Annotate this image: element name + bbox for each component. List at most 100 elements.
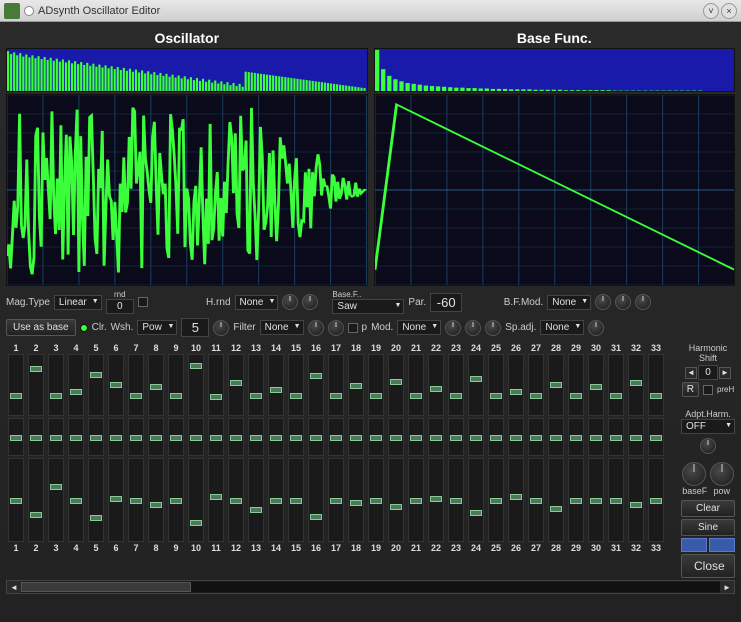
harm-mag-slider[interactable]: [568, 354, 584, 416]
filter-knob2[interactable]: [328, 320, 344, 336]
harm-bot-slider[interactable]: [248, 458, 264, 542]
wsh-num[interactable]: 5: [181, 318, 209, 337]
harm-bot-slider[interactable]: [648, 458, 664, 542]
harm-mag-slider[interactable]: [268, 354, 284, 416]
harm-mag-slider[interactable]: [28, 354, 44, 416]
harm-bot-slider[interactable]: [8, 458, 24, 542]
harm-bot-slider[interactable]: [308, 458, 324, 542]
filter-dropdown[interactable]: None: [260, 320, 304, 335]
harm-phase-slider[interactable]: [268, 418, 284, 456]
harm-phase-slider[interactable]: [628, 418, 644, 456]
harm-bot-slider[interactable]: [608, 458, 624, 542]
harm-mag-slider[interactable]: [128, 354, 144, 416]
sine-button[interactable]: Sine: [681, 519, 735, 536]
harm-phase-slider[interactable]: [428, 418, 444, 456]
harm-mag-slider[interactable]: [508, 354, 524, 416]
preh-checkbox[interactable]: [703, 385, 713, 395]
mod-knob2[interactable]: [465, 320, 481, 336]
harm-phase-slider[interactable]: [648, 418, 664, 456]
minimize-button[interactable]: ˅: [703, 3, 719, 19]
scroll-track[interactable]: [21, 582, 720, 592]
clear-button[interactable]: Clear: [681, 500, 735, 517]
harm-mag-slider[interactable]: [528, 354, 544, 416]
adptharm-dropdown[interactable]: OFF: [681, 419, 735, 434]
harm-bot-slider[interactable]: [628, 458, 644, 542]
harm-phase-slider[interactable]: [608, 418, 624, 456]
harm-phase-slider[interactable]: [508, 418, 524, 456]
hrnd-knob2[interactable]: [302, 294, 318, 310]
harm-mag-slider[interactable]: [608, 354, 624, 416]
harm-bot-slider[interactable]: [448, 458, 464, 542]
harm-phase-slider[interactable]: [188, 418, 204, 456]
adptharm-knob[interactable]: [700, 438, 716, 454]
harm-phase-slider[interactable]: [108, 418, 124, 456]
harm-mag-slider[interactable]: [488, 354, 504, 416]
harm-bot-slider[interactable]: [188, 458, 204, 542]
harm-phase-slider[interactable]: [168, 418, 184, 456]
harm-phase-slider[interactable]: [348, 418, 364, 456]
harm-phase-slider[interactable]: [228, 418, 244, 456]
harm-phase-slider[interactable]: [208, 418, 224, 456]
wsh-dropdown[interactable]: Pow: [137, 320, 177, 335]
scroll-left-button[interactable]: ◄: [7, 581, 21, 593]
harm-phase-slider[interactable]: [328, 418, 344, 456]
filter-knob1[interactable]: [308, 320, 324, 336]
par-value[interactable]: -60: [430, 293, 462, 312]
harm-phase-slider[interactable]: [588, 418, 604, 456]
harm-bot-slider[interactable]: [588, 458, 604, 542]
harmonic-shift-value[interactable]: 0: [698, 365, 718, 380]
mod-knob1[interactable]: [445, 320, 461, 336]
shift-right-button[interactable]: ►: [719, 367, 731, 379]
harm-bot-slider[interactable]: [88, 458, 104, 542]
harm-mag-slider[interactable]: [168, 354, 184, 416]
harm-phase-slider[interactable]: [88, 418, 104, 456]
harm-phase-slider[interactable]: [528, 418, 544, 456]
harm-mag-slider[interactable]: [48, 354, 64, 416]
harm-phase-slider[interactable]: [48, 418, 64, 456]
spadj-dropdown[interactable]: None: [540, 320, 584, 335]
harm-mag-slider[interactable]: [308, 354, 324, 416]
harm-mag-slider[interactable]: [228, 354, 244, 416]
harm-phase-slider[interactable]: [68, 418, 84, 456]
harm-mag-slider[interactable]: [288, 354, 304, 416]
harm-bot-slider[interactable]: [548, 458, 564, 542]
harm-bot-slider[interactable]: [408, 458, 424, 542]
harm-mag-slider[interactable]: [468, 354, 484, 416]
scroll-right-button[interactable]: ►: [720, 581, 734, 593]
close-window-button[interactable]: ×: [721, 3, 737, 19]
harm-bot-slider[interactable]: [488, 458, 504, 542]
harm-phase-slider[interactable]: [368, 418, 384, 456]
bfmod-knob3[interactable]: [635, 294, 651, 310]
harm-phase-slider[interactable]: [128, 418, 144, 456]
rnd-checkbox[interactable]: [138, 297, 148, 307]
harm-bot-slider[interactable]: [208, 458, 224, 542]
harm-bot-slider[interactable]: [528, 458, 544, 542]
harm-phase-slider[interactable]: [568, 418, 584, 456]
spadj-knob[interactable]: [588, 320, 604, 336]
harm-bot-slider[interactable]: [48, 458, 64, 542]
paste-button[interactable]: [709, 538, 735, 552]
harm-phase-slider[interactable]: [468, 418, 484, 456]
harm-phase-slider[interactable]: [488, 418, 504, 456]
harm-mag-slider[interactable]: [248, 354, 264, 416]
harm-bot-slider[interactable]: [328, 458, 344, 542]
harm-mag-slider[interactable]: [368, 354, 384, 416]
harm-bot-slider[interactable]: [128, 458, 144, 542]
wsh-knob[interactable]: [213, 320, 229, 336]
harm-bot-slider[interactable]: [288, 458, 304, 542]
harm-bot-slider[interactable]: [568, 458, 584, 542]
harm-mag-slider[interactable]: [148, 354, 164, 416]
harm-mag-slider[interactable]: [408, 354, 424, 416]
basef-dropdown[interactable]: Saw: [332, 299, 404, 314]
harm-mag-slider[interactable]: [8, 354, 24, 416]
harm-mag-slider[interactable]: [68, 354, 84, 416]
harm-bot-slider[interactable]: [468, 458, 484, 542]
bfmod-knob1[interactable]: [595, 294, 611, 310]
harm-mag-slider[interactable]: [628, 354, 644, 416]
harm-bot-slider[interactable]: [348, 458, 364, 542]
scroll-thumb[interactable]: [21, 582, 191, 592]
harm-bot-slider[interactable]: [388, 458, 404, 542]
bfmod-dropdown[interactable]: None: [547, 295, 591, 310]
harm-bot-slider[interactable]: [508, 458, 524, 542]
close-button[interactable]: Close: [681, 554, 735, 578]
